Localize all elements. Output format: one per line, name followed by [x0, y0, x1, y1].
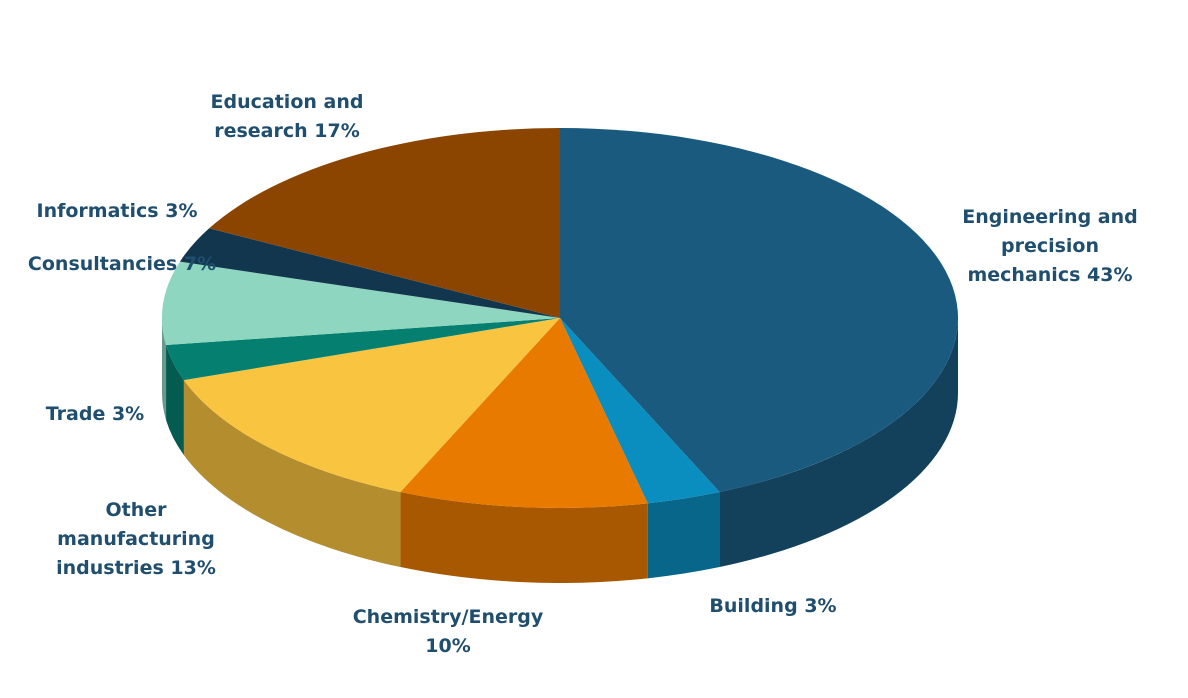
category-label: Other manufacturing industries [56, 499, 215, 579]
category-label: Trade [45, 403, 106, 425]
slice-side [719, 318, 958, 568]
category-label: Consultancies [27, 253, 178, 275]
slice-label: Consultancies 7% [28, 250, 216, 279]
category-label: Engineering and precision mechanics [962, 206, 1138, 286]
slice [179, 228, 560, 318]
slice-label: Building 3% [709, 592, 836, 621]
slice-side [162, 318, 167, 421]
slice-side [166, 345, 184, 456]
slice-label: Engineering and precision mechanics 43% [950, 203, 1150, 290]
slice-side [647, 492, 720, 579]
category-label: Building [709, 595, 798, 617]
slice [166, 318, 560, 381]
slice [209, 128, 560, 318]
slice-side [183, 380, 401, 568]
category-label: Informatics [36, 200, 159, 222]
value-label: 3% [165, 200, 198, 222]
value-label: 3% [804, 595, 837, 617]
value-label: 43% [1087, 264, 1133, 286]
value-label: 13% [170, 557, 216, 579]
value-label: 3% [111, 403, 145, 425]
slice [162, 261, 560, 346]
category-label: Education and research [210, 91, 364, 142]
slice-label: Chemistry/Energy 10% [341, 603, 556, 661]
slice-label: Other manufacturing industries 13% [49, 496, 224, 583]
slice-label: Informatics 3% [37, 197, 198, 226]
slice-label: Education and research 17% [200, 88, 375, 146]
value-label: 7% [183, 253, 217, 275]
category-label: Chemistry/Energy [352, 606, 544, 628]
slice-label: Trade 3% [46, 400, 144, 429]
slice [400, 318, 648, 509]
slice [560, 128, 959, 493]
slice-side [400, 492, 648, 583]
slice [560, 318, 720, 504]
slice [183, 318, 560, 493]
value-label: 10% [425, 635, 471, 657]
value-label: 17% [314, 120, 360, 142]
